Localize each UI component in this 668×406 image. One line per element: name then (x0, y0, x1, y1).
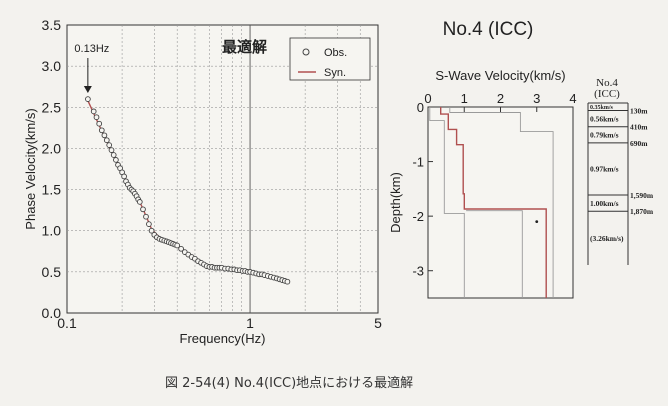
layer-depth-label: 130m (630, 107, 648, 116)
figure-label: No.4 (ICC) (443, 19, 534, 40)
annotation-label: 0.13Hz (74, 43, 109, 55)
obs-point (143, 213, 149, 220)
profile-y-tick-label: -1 (412, 155, 424, 170)
profile-bound-inner-line (466, 210, 523, 298)
layer-column-body: 0.35km/s 130m 0.56km/s 410m 0.79km/s 690m 0.97… (587, 102, 654, 265)
profile-x-tick-label: 0 (424, 91, 431, 106)
obs-point (106, 142, 113, 148)
obs-point (101, 132, 108, 139)
layer-depth-label: 1,590m (630, 191, 654, 200)
annotation-arrow-head (83, 86, 92, 94)
figure-caption: 図 2-54(4) No.4(ICC)地点における最適解 (165, 375, 413, 391)
layer-depth-label: 690m (630, 139, 648, 148)
layer-velocity: 1.00km/s (590, 199, 619, 208)
obs-point (113, 157, 119, 163)
chart-title: 最適解 (222, 38, 267, 56)
layer-depth-label: 1,870m (630, 207, 654, 216)
profile-bound-lower-line (429, 107, 465, 298)
layer-velocity: 0.79km/s (590, 131, 619, 140)
obs-point (121, 173, 127, 180)
legend-syn-label: Syn. (324, 67, 346, 79)
velocity-profile-chart: S-Wave Velocity(km/s) 0 1 2 3 4 0 -1 -2 -3 Depth… (388, 68, 577, 299)
annotation: 0.13Hz (74, 43, 109, 94)
x-tick-label: 0.1 (57, 315, 77, 331)
y-tick-label: 1.5 (42, 182, 62, 198)
obs-point (103, 137, 110, 144)
x-axis-label: Frequency(Hz) (180, 331, 266, 346)
profile-tick-labels: 0 1 2 3 4 0 -1 -2 -3 (412, 91, 576, 279)
layer-column: No.4 (ICC) 0.35km/s 130m 0.56km/s 410m 0.79k… (587, 77, 654, 265)
obs-point (96, 120, 103, 127)
profile-lines (429, 107, 554, 298)
y-tick-label: 2.0 (42, 140, 62, 156)
y-tick-label: 2.5 (42, 99, 62, 115)
obs-point (108, 147, 115, 153)
obs-point (174, 242, 181, 249)
obs-point (93, 114, 100, 121)
obs-point (136, 199, 143, 205)
profile-y-tick-label: -3 (412, 264, 424, 279)
layer-velocity: 0.97km/s (590, 165, 619, 174)
profile-marker (535, 220, 539, 224)
legend-obs-marker (302, 48, 310, 56)
obs-point (90, 108, 97, 115)
profile-y-axis-label: Depth(km) (388, 172, 403, 233)
y-tick-label: 3.0 (42, 58, 62, 74)
obs-point (140, 206, 146, 213)
layer-depth-label: 410m (630, 123, 648, 132)
y-tick-label: 1.0 (42, 223, 62, 239)
y-tick-label: 0.0 (42, 305, 62, 321)
y-tick-label: 3.5 (42, 17, 62, 33)
profile-y-tick-label: -2 (412, 209, 424, 224)
profile-x-tick-label: 2 (497, 91, 504, 106)
layer-velocity: 0.35km/s (590, 105, 614, 111)
x-tick-label: 1 (246, 315, 254, 331)
profile-x-tick-label: 4 (569, 91, 576, 106)
layer-column-subtitle: (ICC) (594, 88, 620, 100)
layer-velocity: 0.56km/s (590, 114, 619, 123)
legend-obs-label: Obs. (324, 47, 347, 59)
legend: Obs. Syn. (289, 37, 371, 81)
obs-point (146, 221, 152, 227)
layer-velocity: (3.26km/s) (590, 234, 624, 243)
observed-points (85, 96, 291, 285)
obs-point (85, 96, 91, 102)
profile-optimal-line (440, 107, 547, 298)
x-tick-label: 5 (374, 315, 382, 331)
profile-x-tick-label: 3 (533, 91, 540, 106)
obs-point (148, 227, 155, 234)
dispersion-chart: 0.0 0.5 1.0 1.5 2.0 2.5 3.0 3.5 0.1 1 5 最適解 Freque… (23, 17, 382, 346)
profile-plot-area (427, 106, 574, 299)
y-tick-label: 0.5 (42, 264, 62, 280)
legend-box (289, 37, 371, 81)
obs-point (98, 127, 105, 134)
obs-point (178, 245, 184, 252)
y-axis-label: Phase Velocity(km/s) (23, 108, 38, 229)
profile-y-tick-label: 0 (417, 100, 424, 115)
layer-column-title: No.4 (596, 77, 618, 89)
profile-bound-upper-line (449, 107, 554, 298)
profile-x-tick-label: 1 (461, 91, 468, 106)
obs-point (284, 278, 291, 285)
obs-point (110, 152, 117, 158)
tick-labels: 0.0 0.5 1.0 1.5 2.0 2.5 3.0 3.5 0.1 1 5 (42, 17, 383, 331)
profile-chart-title: S-Wave Velocity(km/s) (435, 68, 565, 83)
